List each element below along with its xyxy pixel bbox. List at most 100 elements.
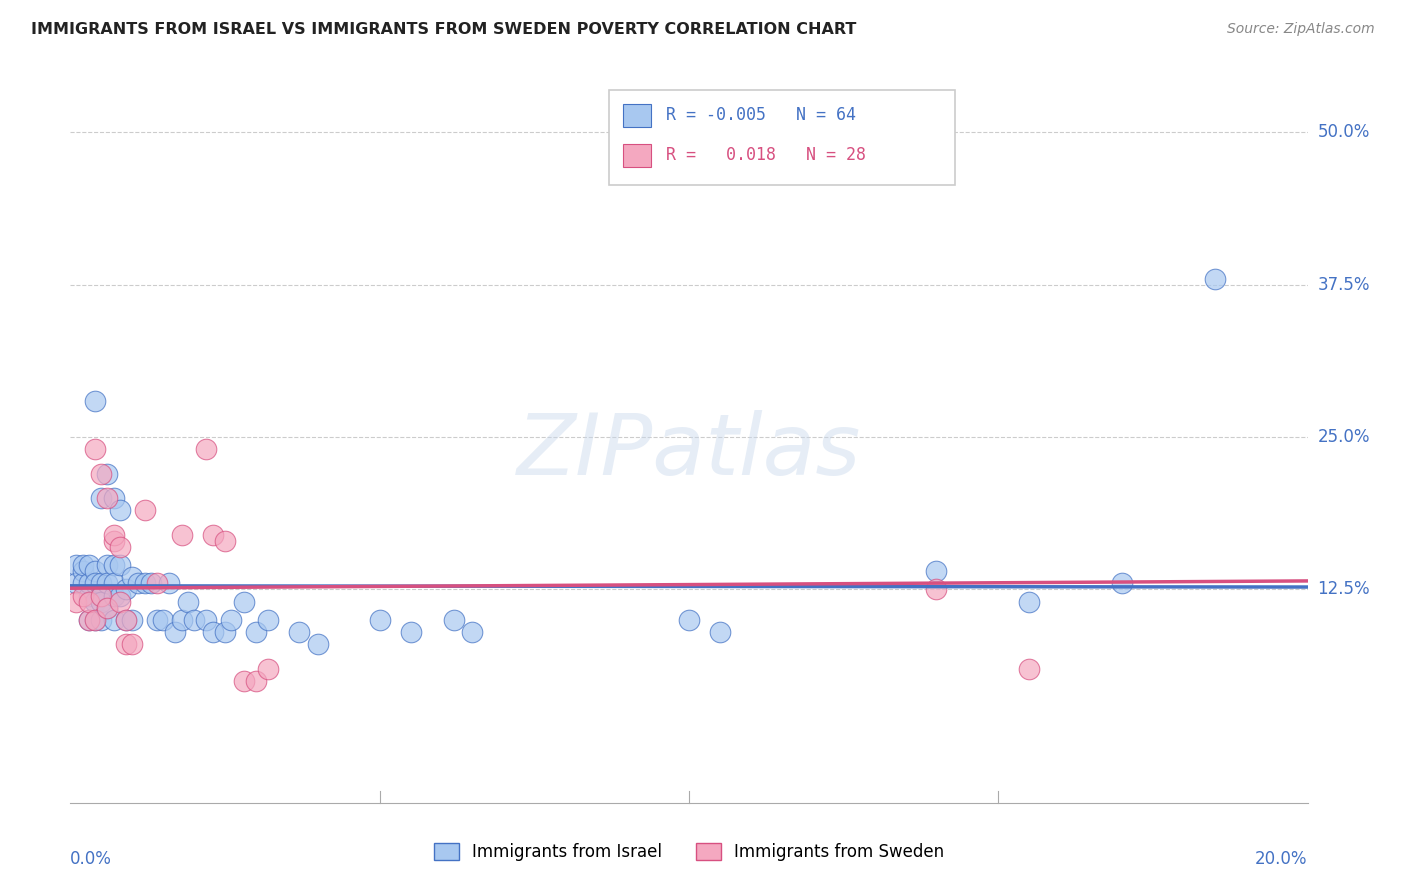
Point bbox=[1111, 576, 1133, 591]
Point bbox=[219, 613, 242, 627]
Point bbox=[134, 576, 156, 591]
Point bbox=[152, 613, 174, 627]
Point bbox=[170, 527, 193, 541]
Point bbox=[195, 442, 218, 457]
Point bbox=[709, 625, 731, 640]
FancyBboxPatch shape bbox=[609, 90, 955, 185]
Point bbox=[121, 613, 143, 627]
Point bbox=[115, 637, 138, 651]
Point bbox=[108, 558, 131, 573]
Point bbox=[121, 570, 143, 584]
Point bbox=[77, 594, 100, 608]
Text: R = -0.005   N = 64: R = -0.005 N = 64 bbox=[666, 106, 856, 124]
Point bbox=[84, 613, 107, 627]
Point bbox=[214, 533, 236, 548]
Text: 12.5%: 12.5% bbox=[1317, 581, 1369, 599]
Point bbox=[72, 564, 94, 578]
Point bbox=[103, 491, 125, 505]
Text: 0.0%: 0.0% bbox=[70, 850, 112, 868]
Point bbox=[368, 613, 391, 627]
Point bbox=[1018, 594, 1040, 608]
Point bbox=[90, 576, 112, 591]
Point bbox=[157, 576, 180, 591]
Text: R =   0.018   N = 28: R = 0.018 N = 28 bbox=[666, 146, 866, 164]
Text: ZIPatlas: ZIPatlas bbox=[517, 410, 860, 493]
Point bbox=[90, 589, 112, 603]
Point bbox=[678, 613, 700, 627]
Point bbox=[115, 582, 138, 597]
Point bbox=[257, 613, 280, 627]
Text: 20.0%: 20.0% bbox=[1256, 850, 1308, 868]
Text: 50.0%: 50.0% bbox=[1317, 123, 1369, 141]
Point bbox=[245, 673, 267, 688]
Point bbox=[201, 527, 224, 541]
Point bbox=[96, 467, 118, 481]
Point bbox=[214, 625, 236, 640]
Point bbox=[232, 594, 254, 608]
Point bbox=[288, 625, 311, 640]
Point bbox=[925, 582, 948, 597]
Point bbox=[96, 558, 118, 573]
Point bbox=[65, 576, 87, 591]
Point bbox=[108, 594, 131, 608]
Point bbox=[232, 673, 254, 688]
Point bbox=[65, 558, 87, 573]
Point bbox=[177, 594, 200, 608]
Point bbox=[127, 576, 149, 591]
Text: 25.0%: 25.0% bbox=[1317, 428, 1369, 446]
Point bbox=[103, 613, 125, 627]
Point bbox=[1018, 662, 1040, 676]
Point bbox=[121, 637, 143, 651]
Point bbox=[139, 576, 162, 591]
Point bbox=[96, 576, 118, 591]
Legend: Immigrants from Israel, Immigrants from Sweden: Immigrants from Israel, Immigrants from … bbox=[427, 836, 950, 868]
Point bbox=[84, 442, 107, 457]
Point bbox=[96, 600, 118, 615]
Point bbox=[90, 491, 112, 505]
Point bbox=[103, 576, 125, 591]
Point bbox=[103, 558, 125, 573]
Point bbox=[307, 637, 329, 651]
Point bbox=[146, 576, 169, 591]
Point bbox=[90, 594, 112, 608]
Point bbox=[103, 533, 125, 548]
Point bbox=[77, 613, 100, 627]
Point bbox=[84, 594, 107, 608]
Point bbox=[103, 527, 125, 541]
Point bbox=[108, 503, 131, 517]
Point bbox=[90, 589, 112, 603]
FancyBboxPatch shape bbox=[623, 103, 651, 127]
Point bbox=[84, 576, 107, 591]
Point bbox=[108, 540, 131, 554]
Text: IMMIGRANTS FROM ISRAEL VS IMMIGRANTS FROM SWEDEN POVERTY CORRELATION CHART: IMMIGRANTS FROM ISRAEL VS IMMIGRANTS FRO… bbox=[31, 22, 856, 37]
Point bbox=[925, 564, 948, 578]
Point bbox=[461, 625, 484, 640]
Point bbox=[84, 564, 107, 578]
Point bbox=[72, 558, 94, 573]
Point bbox=[65, 594, 87, 608]
FancyBboxPatch shape bbox=[623, 144, 651, 167]
Point bbox=[115, 613, 138, 627]
Point bbox=[245, 625, 267, 640]
Point bbox=[72, 589, 94, 603]
Point bbox=[77, 558, 100, 573]
Point bbox=[146, 613, 169, 627]
Point bbox=[72, 576, 94, 591]
Point bbox=[170, 613, 193, 627]
Point bbox=[84, 393, 107, 408]
Point bbox=[77, 589, 100, 603]
Point bbox=[201, 625, 224, 640]
Point bbox=[443, 613, 465, 627]
Point bbox=[103, 589, 125, 603]
Point bbox=[195, 613, 218, 627]
Point bbox=[96, 600, 118, 615]
Point bbox=[96, 491, 118, 505]
Point bbox=[134, 503, 156, 517]
Point bbox=[77, 576, 100, 591]
Point bbox=[108, 589, 131, 603]
Text: Source: ZipAtlas.com: Source: ZipAtlas.com bbox=[1227, 22, 1375, 37]
Point bbox=[257, 662, 280, 676]
Point bbox=[183, 613, 205, 627]
Point bbox=[399, 625, 422, 640]
Point bbox=[84, 613, 107, 627]
